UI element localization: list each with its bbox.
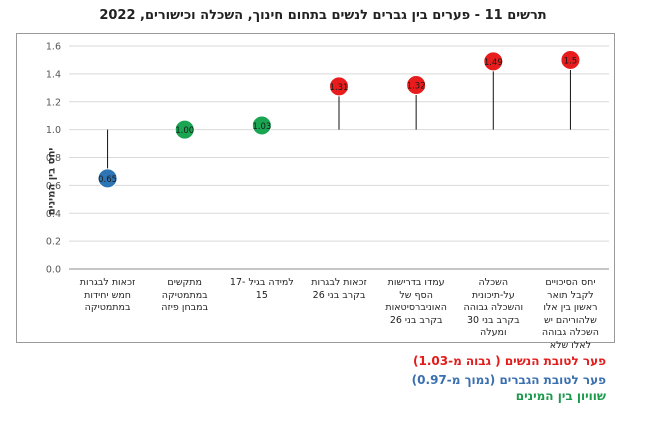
x-tick-label: יחס הסיכויים לקבל תואר ראשון בין אלו שלה… (541, 277, 599, 351)
data-label: 0.65 (98, 175, 117, 185)
data-point (560, 49, 581, 70)
y-tick-label: 0.4 (46, 209, 61, 220)
y-tick-label: 0.0 (46, 265, 61, 276)
x-tick-label: עמדו בדרישות הסף של האוניברסיטאות בקרב ב… (385, 277, 447, 326)
y-tick-label: 0.8 (46, 153, 61, 164)
x-tick-label: זכאות לבגרות בקרב בני 26 (311, 277, 367, 301)
data-label: 1.03 (252, 122, 271, 132)
y-tick-label: 1.0 (46, 125, 61, 136)
legend-women-advantage: פער לטובת הנשים ( גבוה מ-1.03) (413, 354, 606, 368)
chart-frame: 0.0 0.2 0.4 0.6 0.8 1.0 1.2 1.4 1.6 0.65 1.00 1.03 1… (16, 33, 615, 351)
y-tick-label: 1.6 (46, 42, 61, 53)
chart-title: תרשים 11 - פערים בין גברים לנשים בתחום ח… (99, 8, 547, 23)
data-label: 1.5 (564, 56, 578, 66)
data-label: 1.31 (330, 83, 349, 93)
x-tick-label: זכאות לבגרות חמש יחידות במתמטיקה (79, 277, 136, 314)
y-tick-label: 1.2 (46, 97, 61, 108)
x-tick-label: השכלה על-תיכונית והשכלה גבוהה בקרב בני 3… (463, 277, 524, 339)
data-point (97, 168, 118, 189)
y-tick-label: 0.6 (46, 181, 61, 192)
data-point (251, 115, 272, 136)
y-axis-title: יחס בין המינים (46, 147, 58, 216)
y-tick-label: 1.4 (46, 69, 61, 80)
data-label: 1.49 (484, 58, 503, 68)
y-tick-label: 0.2 (46, 237, 61, 248)
data-point (406, 75, 427, 96)
data-point (174, 119, 195, 140)
legend-equality: שוויון בין המינים (515, 389, 606, 403)
data-label: 1.32 (407, 82, 426, 92)
data-label: 1.00 (175, 126, 194, 136)
data-point (329, 76, 349, 97)
data-point (483, 51, 504, 72)
legend-men-advantage: פער לטובת הגברים (נמוך מ-0.97) (411, 373, 606, 387)
x-tick-label: למידה בגיל 17-15 (229, 277, 294, 301)
x-tick-label: מתקשים במתמטיקה במבחן פיזה (161, 277, 209, 314)
chart-plot-area: 0.0 0.2 0.4 0.6 0.8 1.0 1.2 1.4 1.6 0.65 1.00 1.03 1… (46, 42, 609, 276)
